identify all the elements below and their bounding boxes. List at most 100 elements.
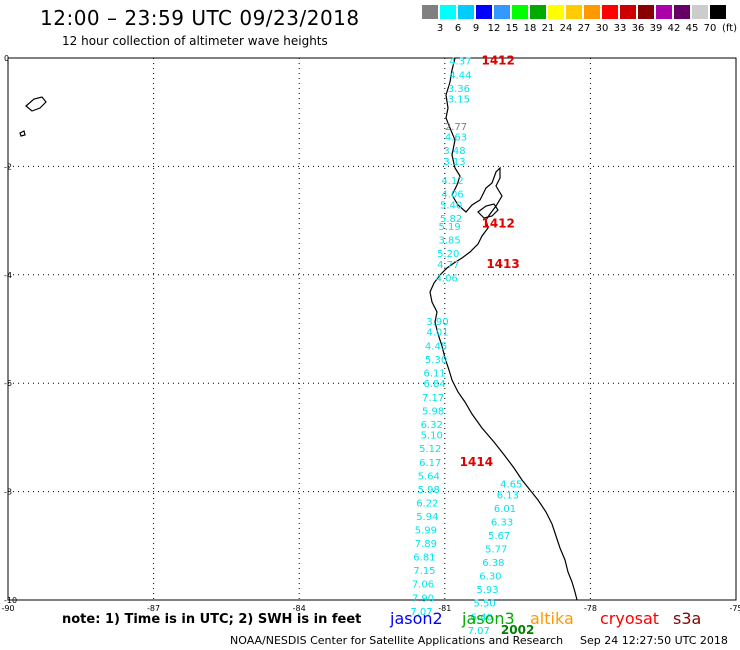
- wave-height-value: 4.65: [500, 479, 522, 490]
- wave-height-value: 6.33: [491, 517, 513, 528]
- wave-height-value: 6.84: [423, 379, 445, 390]
- color-swatch: [548, 5, 564, 19]
- color-scale-label: 30: [595, 23, 609, 34]
- wave-height-value: 5.50: [473, 599, 495, 610]
- color-scale-label: 18: [523, 23, 537, 34]
- wave-height-value: 3.85: [439, 236, 461, 247]
- pass-number-label: 1412: [481, 216, 514, 230]
- color-swatch: [692, 5, 708, 19]
- color-scale-label: 6: [454, 23, 462, 34]
- wave-height-value: 5.19: [439, 222, 461, 233]
- wave-height-value: 6.13: [497, 490, 519, 501]
- wave-height-value: 7.15: [413, 566, 435, 577]
- footer-credit: NOAA/NESDIS Center for Satellite Applica…: [230, 634, 564, 647]
- wave-height-value: 6.22: [416, 498, 438, 509]
- color-scale-label: 42: [667, 23, 681, 34]
- color-swatch: [656, 5, 672, 19]
- coastline: [429, 57, 578, 601]
- x-tick-label: -84: [293, 604, 306, 613]
- color-scale-label: 24: [559, 23, 573, 34]
- wave-height-value: 4.37: [449, 57, 471, 68]
- pass-number-label: 2002: [501, 623, 534, 637]
- wave-height-value: 5.77: [485, 545, 507, 556]
- color-swatch: [512, 5, 528, 19]
- wave-height-value: 6.32: [421, 420, 443, 431]
- galapagos-islet: [19, 130, 26, 137]
- color-scale-label: 70: [703, 23, 717, 34]
- wave-height-value: 2.77: [445, 122, 467, 133]
- color-swatch: [476, 5, 492, 19]
- color-swatch: [440, 5, 456, 19]
- wave-height-value: 4.45: [425, 341, 447, 352]
- y-tick-label: -8: [4, 488, 12, 497]
- color-swatch: [458, 5, 474, 19]
- wave-height-value: 5.99: [415, 526, 437, 537]
- wave-height-value: 7.89: [415, 539, 437, 550]
- color-scale-label: 39: [649, 23, 663, 34]
- wave-height-value: 5.30: [425, 355, 447, 366]
- color-scale-label: 27: [577, 23, 591, 34]
- color-scale-label: 9: [472, 23, 480, 34]
- wave-height-value: 4.12: [441, 176, 463, 187]
- pass-number-label: 1412: [481, 54, 514, 68]
- color-scale-label: 3: [436, 23, 444, 34]
- x-tick-label: -87: [147, 604, 160, 613]
- wave-height-value: 6.38: [482, 558, 504, 569]
- color-scale-label: 12: [487, 23, 501, 34]
- y-tick-label: 0: [4, 54, 9, 63]
- color-swatch: [710, 5, 726, 19]
- color-scale-label: 15: [505, 23, 519, 34]
- color-swatch: [584, 5, 600, 19]
- galapagos-island: [25, 96, 47, 112]
- wave-height-value: 3.13: [443, 157, 465, 168]
- color-scale-unit: (ft): [722, 23, 738, 34]
- wave-height-value: 5.93: [476, 585, 498, 596]
- color-scale-label: 33: [613, 23, 627, 34]
- wave-height-value: 4.01: [426, 328, 448, 339]
- color-swatch: [620, 5, 636, 19]
- wave-height-value: 4.06: [441, 190, 463, 201]
- wave-height-value: 6.11: [423, 368, 445, 379]
- pass-number-label: 1414: [460, 455, 493, 469]
- wave-height-value: 4.63: [445, 133, 467, 144]
- color-scale-label: 21: [541, 23, 555, 34]
- wave-height-value: 5.64: [418, 471, 440, 482]
- color-swatch: [638, 5, 654, 19]
- wave-height-value: 4.77: [437, 260, 459, 271]
- y-tick-label: -2: [4, 162, 12, 171]
- wave-height-value: 5.98: [418, 485, 440, 496]
- satellite-label-altika: altika: [530, 609, 574, 628]
- page-title: 12:00 – 23:59 UTC 09/23/2018: [40, 6, 360, 30]
- footer-note: note: 1) Time is in UTC; 2) SWH is in fe…: [62, 612, 362, 627]
- x-tick-label: -81: [438, 604, 451, 613]
- color-scale-label: 36: [631, 23, 645, 34]
- color-swatch: [530, 5, 546, 19]
- wave-height-value: 7.90: [412, 593, 434, 604]
- y-tick-label: -4: [4, 271, 12, 280]
- y-tick-label: -6: [4, 379, 12, 388]
- wave-height-value: 5.12: [419, 444, 441, 455]
- wave-height-value: 6.30: [479, 572, 501, 583]
- color-swatch: [602, 5, 618, 19]
- wave-height-value: 7.06: [412, 580, 434, 591]
- color-swatch: [566, 5, 582, 19]
- wave-height-value: 6.40: [471, 612, 493, 623]
- color-swatch: [674, 5, 690, 19]
- x-tick-label: -90: [1, 604, 14, 613]
- satellite-label-s3a: s3a: [673, 609, 702, 628]
- wave-height-value: 7.07: [468, 626, 490, 637]
- wave-height-value: 5.40: [440, 200, 462, 211]
- wave-height-value: 6.17: [419, 458, 441, 469]
- wave-height-value: 4.44: [449, 70, 471, 81]
- footer-timestamp: Sep 24 12:27:50 UTC 2018: [580, 634, 728, 647]
- wave-height-value: 4.06: [436, 274, 458, 285]
- map-frame: [7, 57, 737, 601]
- gulf-inlet: [477, 203, 499, 219]
- x-tick-label: -78: [584, 604, 597, 613]
- color-scale-label: 45: [685, 23, 699, 34]
- pass-number-label: 1413: [486, 257, 519, 271]
- wave-height-value: 5.10: [421, 431, 443, 442]
- color-swatch: [494, 5, 510, 19]
